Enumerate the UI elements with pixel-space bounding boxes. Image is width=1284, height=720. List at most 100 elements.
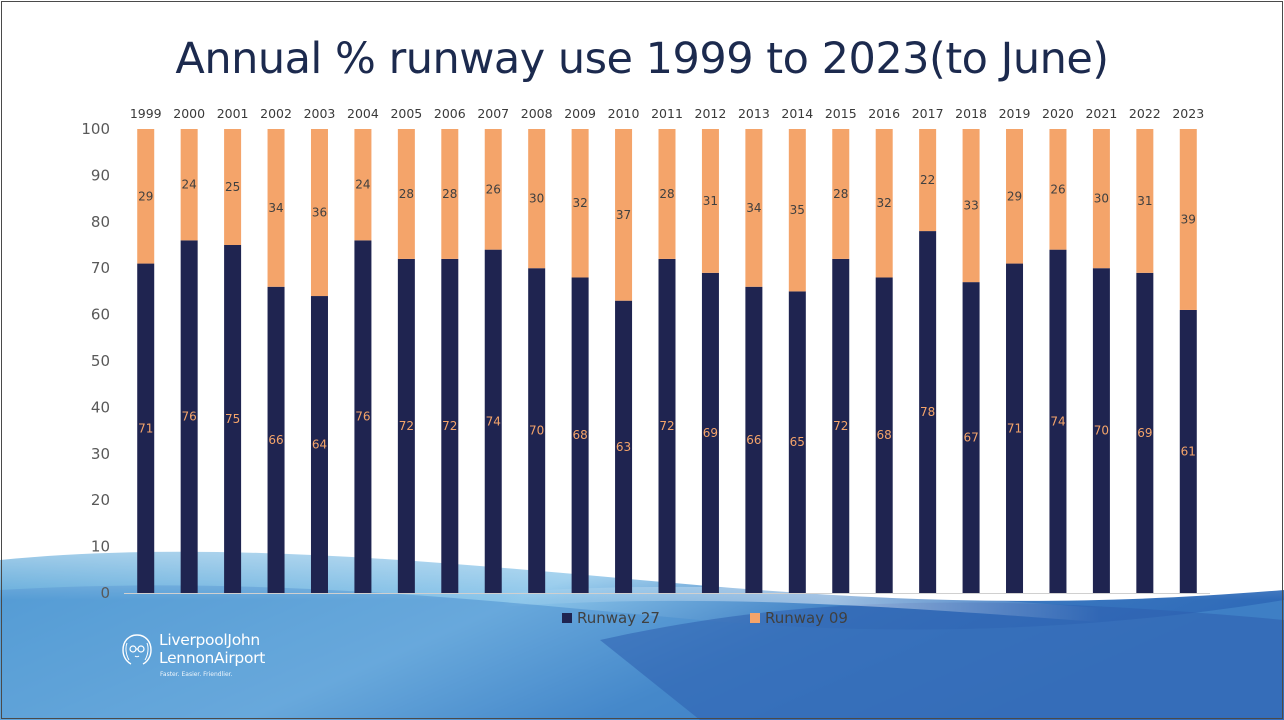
y-tick-label: 70 [91, 259, 110, 277]
x-tick-label: 2004 [347, 106, 379, 121]
data-label-runway-27: 68 [572, 428, 587, 442]
x-tick-label: 2012 [695, 106, 727, 121]
data-label-runway-27: 76 [182, 410, 197, 424]
data-label-runway-09: 26 [486, 182, 501, 196]
y-tick-label: 60 [91, 306, 110, 324]
legend: Runway 27 Runway 09 [562, 609, 848, 627]
data-label-runway-27: 66 [746, 433, 761, 447]
x-tick-label: 2009 [564, 106, 596, 121]
data-label-runway-27: 65 [790, 435, 805, 449]
data-label-runway-27: 75 [225, 412, 240, 426]
x-tick-label: 2002 [260, 106, 292, 121]
data-label-runway-27: 68 [877, 428, 892, 442]
lennon-portrait-icon [118, 631, 156, 667]
legend-swatch [562, 613, 572, 623]
y-tick-label: 100 [81, 120, 110, 138]
x-axis: 1999 2000 2001 2002 2003 2004 2005 2006 2007 2008… [130, 106, 1204, 121]
data-label-runway-09: 33 [963, 199, 978, 213]
data-label-runway-27: 72 [659, 419, 674, 433]
data-label-runway-09: 31 [703, 194, 718, 208]
x-tick-label: 2011 [651, 106, 683, 121]
data-label-runway-09: 31 [1137, 194, 1152, 208]
data-label-runway-09: 29 [1007, 189, 1022, 203]
x-tick-label: 2022 [1129, 106, 1161, 121]
data-label-runway-09: 34 [746, 201, 761, 215]
legend-label: Runway 09 [765, 609, 848, 627]
bars: 71 29 76 24 75 25 66 34 64 36 76 24 72 28 72 28 74 26 70 30… [137, 129, 1197, 593]
y-tick-label: 90 [91, 166, 110, 184]
data-label-runway-09: 28 [399, 187, 414, 201]
legend-swatch [750, 613, 760, 623]
data-label-runway-27: 74 [486, 414, 501, 428]
y-tick-label: 30 [91, 445, 110, 463]
x-tick-label: 2020 [1042, 106, 1074, 121]
x-tick-label: 2007 [477, 106, 509, 121]
x-tick-label: 1999 [130, 106, 162, 121]
data-label-runway-09: 39 [1181, 212, 1196, 226]
data-label-runway-27: 61 [1181, 444, 1196, 458]
y-tick-label: 80 [91, 213, 110, 231]
x-tick-label: 2014 [781, 106, 813, 121]
data-label-runway-27: 64 [312, 438, 327, 452]
data-label-runway-09: 28 [442, 187, 457, 201]
data-label-runway-27: 71 [138, 421, 153, 435]
airport-logo: LiverpoolJohn LennonAirport Faster. Easi… [118, 629, 278, 685]
data-label-runway-09: 22 [920, 173, 935, 187]
data-label-runway-27: 70 [1094, 424, 1109, 438]
data-label-runway-09: 25 [225, 180, 240, 194]
data-label-runway-27: 67 [963, 431, 978, 445]
x-tick-label: 2018 [955, 106, 987, 121]
y-tick-label: 0 [100, 584, 110, 602]
data-label-runway-09: 29 [138, 189, 153, 203]
x-tick-label: 2017 [912, 106, 944, 121]
data-label-runway-27: 78 [920, 405, 935, 419]
y-tick-label: 10 [91, 538, 110, 556]
data-label-runway-27: 76 [355, 410, 370, 424]
data-label-runway-27: 71 [1007, 421, 1022, 435]
data-label-runway-09: 28 [659, 187, 674, 201]
data-label-runway-09: 26 [1050, 182, 1065, 196]
x-tick-label: 2001 [217, 106, 249, 121]
y-axis: 0 10 20 30 40 50 60 70 80 90 100 [81, 120, 1210, 602]
logo-tagline: Faster. Easier. Friendlier. [160, 671, 232, 678]
x-tick-label: 2005 [390, 106, 422, 121]
logo-text-line2: LennonAirport [159, 649, 265, 667]
data-label-runway-09: 37 [616, 208, 631, 222]
x-tick-label: 2019 [999, 106, 1031, 121]
data-label-runway-09: 30 [1094, 192, 1109, 206]
data-label-runway-27: 69 [703, 426, 718, 440]
y-tick-label: 40 [91, 398, 110, 416]
data-label-runway-27: 72 [833, 419, 848, 433]
y-tick-label: 50 [91, 352, 110, 370]
data-label-runway-09: 28 [833, 187, 848, 201]
data-label-runway-27: 63 [616, 440, 631, 454]
data-label-runway-09: 24 [355, 178, 370, 192]
logo-text-line1: LiverpoolJohn [159, 631, 260, 649]
x-tick-label: 2015 [825, 106, 857, 121]
data-label-runway-27: 74 [1050, 414, 1065, 428]
x-tick-label: 2016 [868, 106, 900, 121]
data-label-runway-09: 24 [182, 178, 197, 192]
data-label-runway-09: 36 [312, 206, 327, 220]
data-label-runway-09: 35 [790, 203, 805, 217]
data-label-runway-27: 69 [1137, 426, 1152, 440]
data-label-runway-09: 32 [877, 196, 892, 210]
data-label-runway-27: 72 [442, 419, 457, 433]
data-label-runway-27: 70 [529, 424, 544, 438]
x-tick-label: 2008 [521, 106, 553, 121]
data-label-runway-09: 32 [572, 196, 587, 210]
y-tick-label: 20 [91, 491, 110, 509]
x-tick-label: 2010 [608, 106, 640, 121]
data-label-runway-27: 66 [268, 433, 283, 447]
x-tick-label: 2003 [304, 106, 336, 121]
data-label-runway-09: 34 [268, 201, 283, 215]
legend-label: Runway 27 [577, 609, 660, 627]
x-tick-label: 2006 [434, 106, 466, 121]
x-tick-label: 2013 [738, 106, 770, 121]
x-tick-label: 2000 [173, 106, 205, 121]
x-tick-label: 2023 [1172, 106, 1204, 121]
data-label-runway-09: 30 [529, 192, 544, 206]
x-tick-label: 2021 [1085, 106, 1117, 121]
